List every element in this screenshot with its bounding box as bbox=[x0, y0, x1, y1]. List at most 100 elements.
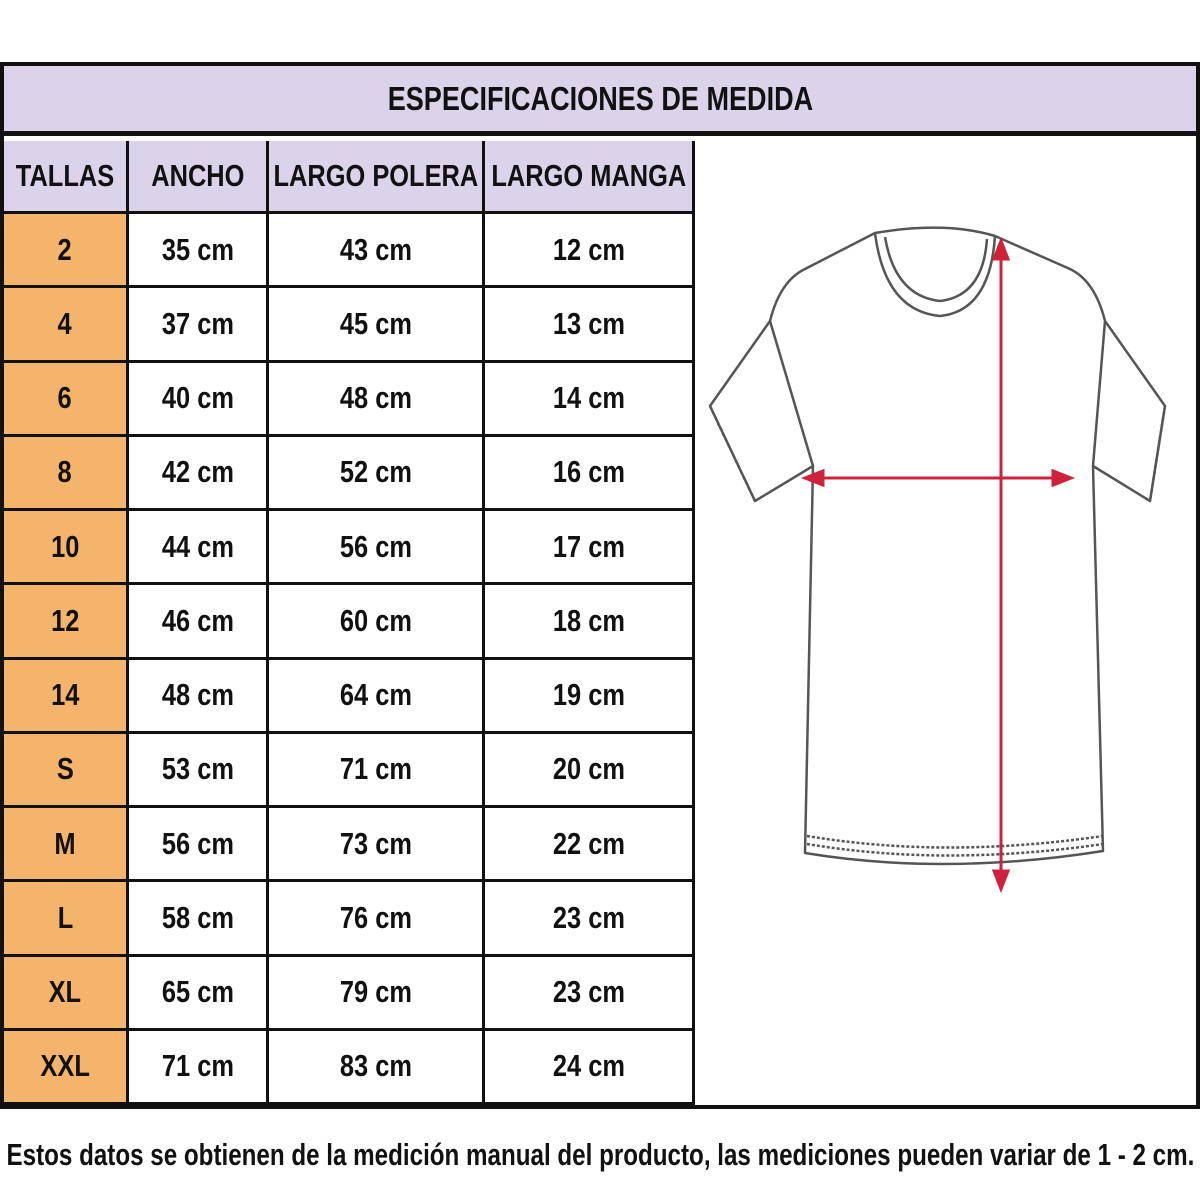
cell-length-text: 64 cm bbox=[339, 677, 412, 713]
cell-size-text: 14 bbox=[50, 677, 80, 713]
cell-length-text: 43 cm bbox=[339, 231, 412, 267]
cell-sleeve-text: 19 cm bbox=[552, 677, 625, 713]
cell-width: 65 cm bbox=[129, 956, 269, 1031]
cell-sleeve-text: 12 cm bbox=[552, 231, 625, 267]
cell-width: 56 cm bbox=[129, 808, 269, 883]
cell-width: 71 cm bbox=[129, 1030, 269, 1105]
header-size: TALLAS bbox=[4, 141, 129, 214]
cell-size-text: XL bbox=[48, 974, 82, 1010]
cell-sleeve-text: 14 cm bbox=[552, 380, 625, 416]
cell-length-text: 71 cm bbox=[339, 751, 412, 787]
header-sleeve: LARGO MANGA bbox=[485, 141, 695, 214]
cell-size: 6 bbox=[4, 362, 129, 437]
cell-width-text: 65 cm bbox=[161, 974, 234, 1010]
footer-text: Estos datos se obtienen de la medición m… bbox=[6, 1136, 1194, 1172]
cell-sleeve: 23 cm bbox=[485, 882, 695, 957]
cell-size-text: 12 bbox=[50, 602, 80, 638]
cell-size: XL bbox=[4, 956, 129, 1031]
cell-size: 4 bbox=[4, 288, 129, 363]
cell-length: 56 cm bbox=[269, 511, 485, 586]
cell-width-text: 53 cm bbox=[161, 751, 234, 787]
cell-size: 8 bbox=[4, 436, 129, 511]
header-width-text: ANCHO bbox=[150, 158, 245, 193]
cell-length: 79 cm bbox=[269, 956, 485, 1031]
cell-length: 76 cm bbox=[269, 882, 485, 957]
tshirt-illustration bbox=[695, 141, 1196, 1105]
cell-length-text: 73 cm bbox=[339, 825, 412, 861]
cell-length-text: 52 cm bbox=[339, 454, 412, 490]
cell-sleeve: 23 cm bbox=[485, 956, 695, 1031]
cell-sleeve-text: 20 cm bbox=[552, 751, 625, 787]
cell-sleeve-text: 16 cm bbox=[552, 454, 625, 490]
cell-size-text: XXL bbox=[40, 1048, 90, 1084]
cell-sleeve-text: 22 cm bbox=[552, 825, 625, 861]
cell-width-text: 58 cm bbox=[161, 899, 234, 935]
cell-size: L bbox=[4, 882, 129, 957]
cell-width-text: 44 cm bbox=[161, 528, 234, 564]
cell-length-text: 79 cm bbox=[339, 974, 412, 1010]
cell-length-text: 48 cm bbox=[339, 380, 412, 416]
cell-size-text: M bbox=[54, 825, 76, 861]
cell-width: 58 cm bbox=[129, 882, 269, 957]
cell-size: 12 bbox=[4, 585, 129, 660]
cell-sleeve: 12 cm bbox=[485, 214, 695, 289]
measurement-arrows bbox=[800, 236, 1076, 894]
cell-length-text: 83 cm bbox=[339, 1048, 412, 1084]
cell-sleeve: 20 cm bbox=[485, 733, 695, 808]
cell-sleeve: 16 cm bbox=[485, 436, 695, 511]
cell-width-text: 48 cm bbox=[161, 677, 234, 713]
table-title: ESPECIFICACIONES DE MEDIDA bbox=[4, 66, 1196, 136]
cell-sleeve: 19 cm bbox=[485, 659, 695, 734]
cell-size-text: L bbox=[57, 899, 73, 935]
cell-length: 71 cm bbox=[269, 733, 485, 808]
cell-sleeve-text: 23 cm bbox=[552, 899, 625, 935]
cell-size: S bbox=[4, 733, 129, 808]
cell-size: M bbox=[4, 808, 129, 883]
cell-length: 48 cm bbox=[269, 362, 485, 437]
cell-sleeve-text: 23 cm bbox=[552, 974, 625, 1010]
cell-length: 45 cm bbox=[269, 288, 485, 363]
cell-sleeve: 22 cm bbox=[485, 808, 695, 883]
cell-size: 2 bbox=[4, 214, 129, 289]
cell-width-text: 37 cm bbox=[161, 305, 234, 341]
cell-length: 43 cm bbox=[269, 214, 485, 289]
cell-length-text: 76 cm bbox=[339, 899, 412, 935]
header-width: ANCHO bbox=[129, 141, 269, 214]
cell-sleeve-text: 13 cm bbox=[552, 305, 625, 341]
cell-length-text: 45 cm bbox=[339, 305, 412, 341]
cell-width: 40 cm bbox=[129, 362, 269, 437]
cell-size: 10 bbox=[4, 511, 129, 586]
cell-width-text: 42 cm bbox=[161, 454, 234, 490]
cell-width-text: 35 cm bbox=[161, 231, 234, 267]
cell-length: 83 cm bbox=[269, 1030, 485, 1105]
cell-width: 48 cm bbox=[129, 659, 269, 734]
cell-width-text: 56 cm bbox=[161, 825, 234, 861]
cell-size-text: 6 bbox=[57, 380, 73, 416]
header-length: LARGO POLERA bbox=[269, 141, 485, 214]
cell-width-text: 46 cm bbox=[161, 602, 234, 638]
size-table-frame bbox=[0, 62, 1200, 1109]
cell-width-text: 40 cm bbox=[161, 380, 234, 416]
cell-sleeve-text: 17 cm bbox=[552, 528, 625, 564]
cell-sleeve: 14 cm bbox=[485, 362, 695, 437]
cell-length: 52 cm bbox=[269, 436, 485, 511]
cell-sleeve-text: 24 cm bbox=[552, 1048, 625, 1084]
header-size-text: TALLAS bbox=[15, 158, 115, 193]
cell-sleeve: 18 cm bbox=[485, 585, 695, 660]
cell-width: 37 cm bbox=[129, 288, 269, 363]
cell-size-text: 4 bbox=[57, 305, 73, 341]
cell-sleeve: 17 cm bbox=[485, 511, 695, 586]
cell-width: 46 cm bbox=[129, 585, 269, 660]
header-length-text: LARGO POLERA bbox=[273, 158, 478, 193]
cell-size: XXL bbox=[4, 1030, 129, 1105]
cell-size-text: 8 bbox=[57, 454, 73, 490]
title-text: ESPECIFICACIONES DE MEDIDA bbox=[387, 79, 813, 117]
header-sleeve-text: LARGO MANGA bbox=[491, 158, 686, 193]
cell-width: 44 cm bbox=[129, 511, 269, 586]
cell-sleeve-text: 18 cm bbox=[552, 602, 625, 638]
cell-size-text: S bbox=[56, 751, 74, 787]
cell-size-text: 10 bbox=[50, 528, 80, 564]
cell-sleeve: 13 cm bbox=[485, 288, 695, 363]
cell-sleeve: 24 cm bbox=[485, 1030, 695, 1105]
tshirt-icon bbox=[708, 226, 1167, 894]
